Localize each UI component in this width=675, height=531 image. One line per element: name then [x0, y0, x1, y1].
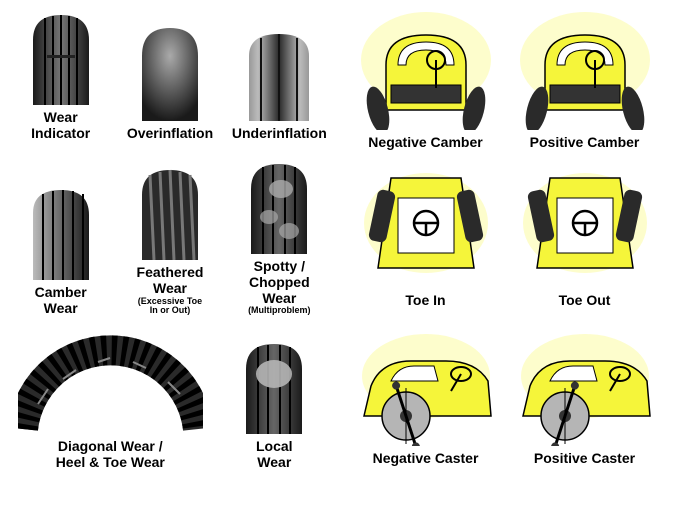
tire-icon: [25, 10, 97, 105]
label: Toe Out: [559, 292, 611, 308]
sublabel: (Multiproblem): [248, 306, 311, 316]
label: Negative Caster: [373, 450, 479, 466]
car-top-icon: [515, 168, 655, 288]
car-front-icon: [356, 10, 496, 130]
label: Positive Caster: [534, 450, 635, 466]
label: Diagonal Wear /Heel & Toe Wear: [56, 438, 165, 470]
tire-icon: [25, 185, 97, 280]
label: WearIndicator: [31, 109, 90, 141]
label: Toe In: [405, 292, 445, 308]
tire-icon: [134, 26, 206, 121]
tire-icon: [243, 159, 315, 254]
tire-row-1: WearIndicator Overinflation: [10, 10, 330, 141]
sublabel: (Excessive ToeIn or Out): [138, 297, 202, 317]
tire-row-2: CamberWear FeatheredWear (Excessive ToeI…: [10, 159, 330, 316]
car-negative-camber: Negative Camber: [350, 10, 501, 150]
tire-local-wear: LocalWear: [219, 339, 330, 470]
tire-diagonal-wear: Diagonal Wear /Heel & Toe Wear: [10, 334, 211, 470]
label: FeatheredWear: [137, 264, 204, 296]
label: Positive Camber: [530, 134, 640, 150]
tire-wear-column: WearIndicator Overinflation: [10, 10, 330, 471]
label: LocalWear: [256, 438, 293, 470]
label: Spotty /ChoppedWear: [249, 258, 310, 306]
car-positive-caster: Positive Caster: [509, 326, 660, 466]
tire-icon: [238, 339, 310, 434]
car-toe-out: Toe Out: [509, 168, 660, 308]
car-negative-caster: Negative Caster: [350, 326, 501, 466]
car-row-toe: Toe In Toe Out: [350, 168, 660, 308]
car-front-icon: [515, 10, 655, 130]
car-row-caster: Negative Caster Positive Caster: [350, 326, 660, 466]
tire-icon: [243, 26, 315, 121]
tire-overinflation: Overinflation: [119, 26, 220, 141]
car-alignment-column: Negative Camber Positive Camber: [350, 10, 660, 471]
car-top-icon: [356, 168, 496, 288]
car-side-icon: [515, 326, 655, 446]
tire-row-3: Diagonal Wear /Heel & Toe Wear LocalWear: [10, 334, 330, 470]
label: Overinflation: [127, 125, 213, 141]
label: Underinflation: [232, 125, 327, 141]
tire-spotty-wear: Spotty /ChoppedWear (Multiproblem): [229, 159, 330, 316]
tire-feathered-wear: FeatheredWear (Excessive ToeIn or Out): [119, 165, 220, 316]
tire-icon: [134, 165, 206, 260]
label: CamberWear: [35, 284, 87, 316]
car-side-icon: [356, 326, 496, 446]
car-row-camber: Negative Camber Positive Camber: [350, 10, 660, 150]
label: Negative Camber: [368, 134, 482, 150]
car-toe-in: Toe In: [350, 168, 501, 308]
tire-underinflation: Underinflation: [229, 26, 330, 141]
tire-side-icon: [18, 334, 203, 434]
car-positive-camber: Positive Camber: [509, 10, 660, 150]
tire-camber-wear: CamberWear: [10, 185, 111, 316]
tire-wear-indicator: WearIndicator: [10, 10, 111, 141]
